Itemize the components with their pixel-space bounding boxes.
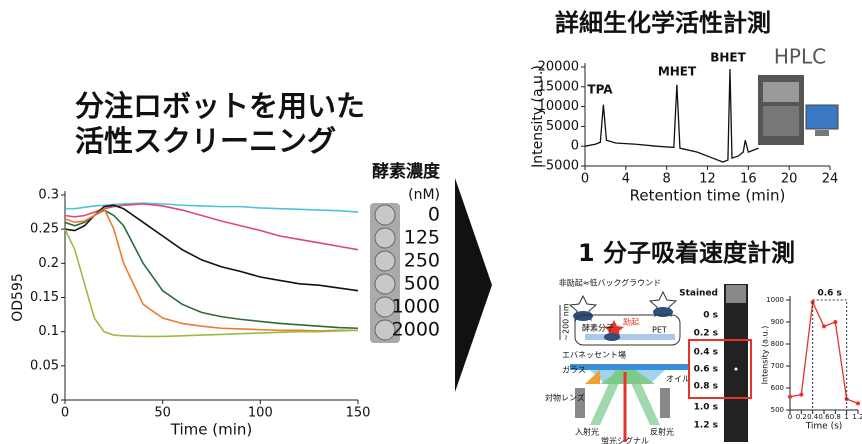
legend-label: 1000 — [392, 296, 440, 318]
x-tick-label: 50 — [154, 406, 171, 421]
hplc-icon — [758, 75, 838, 145]
heading: 活性スクリーニング — [75, 124, 336, 158]
line — [65, 229, 358, 336]
frame-label: 0.4 s — [694, 348, 718, 358]
legend-title: 酵素濃度 — [372, 161, 441, 182]
y-axis-label: Intensity (a.u.) — [760, 326, 769, 385]
y-tick-label: 900 — [771, 318, 784, 326]
diagram-label: ~200 nm — [562, 303, 571, 341]
y-tick-label: 0.05 — [30, 358, 59, 373]
x-tick-label: 24 — [822, 172, 839, 187]
y-tick-label: 1000 — [766, 296, 784, 304]
diagram-label: 酵素分子 — [582, 323, 614, 333]
x-axis-label: Time (min) — [170, 420, 252, 438]
x-tick-label: 0 — [581, 172, 589, 187]
annotation: TPA — [587, 83, 613, 97]
diagram-label: 対物レンズ — [545, 393, 585, 403]
x-tick-label: 16 — [740, 172, 757, 187]
diagram-label: 非励起≈低バックグラウンド — [559, 278, 661, 288]
y-tick-label: -5000 — [541, 159, 579, 174]
y-tick-label: 0 — [51, 393, 59, 408]
frame-label: 0 s — [703, 311, 718, 321]
y-tick-label: 500 — [771, 406, 784, 414]
annotation: HPLC — [774, 45, 826, 69]
spot — [735, 368, 738, 371]
well — [375, 274, 395, 294]
x-tick-label: 150 — [346, 406, 371, 421]
diagram-label: 入射光 — [575, 427, 599, 437]
annotation: BHET — [710, 51, 746, 65]
line — [65, 210, 358, 328]
well — [375, 205, 395, 225]
y-tick-label: 0.25 — [30, 222, 59, 237]
legend-unit: (nM) — [408, 187, 440, 203]
frame-label: 0.2 s — [694, 329, 718, 339]
y-axis-label: Intensity (a.u.) — [530, 65, 546, 168]
line — [65, 204, 358, 250]
marker — [856, 401, 860, 405]
y-tick-label: 0.15 — [30, 290, 59, 305]
y-tick-label: 0.1 — [38, 324, 59, 339]
frame-label: 0.8 s — [694, 382, 718, 392]
highlight-window — [813, 300, 847, 410]
x-tick-label: 0.8 — [830, 413, 841, 421]
y-axis-label: OD595 — [10, 273, 26, 322]
figure: 分注ロボットを用いた 活性スクリーニング 詳細生化学活性計測 1 分子吸着速度計… — [0, 0, 862, 444]
x-axis-label: Time (s) — [805, 422, 843, 432]
x-tick-label: 0 — [788, 413, 792, 421]
annotation: MHET — [658, 65, 697, 79]
stained-frame — [726, 285, 746, 303]
frame-label: 1.2 s — [694, 421, 718, 431]
legend-label: 0 — [428, 204, 440, 226]
frame-label: 0.6 s — [694, 365, 718, 375]
legend-label: 250 — [404, 250, 440, 272]
line — [790, 302, 858, 403]
marker — [822, 324, 826, 328]
x-tick-label: 20 — [781, 172, 798, 187]
arrow — [455, 178, 492, 392]
x-tick-label: 0.4 — [807, 413, 819, 421]
y-tick-label: 700 — [771, 362, 784, 370]
y-tick-label: 0 — [571, 139, 579, 154]
x-tick-label: 4 — [622, 172, 630, 187]
x-tick-label: 100 — [248, 406, 273, 421]
x-tick-label: 12 — [699, 172, 716, 187]
diagram-label: 反射光 — [650, 427, 674, 437]
x-tick-label: 0.6 — [818, 413, 830, 421]
legend-label: 500 — [404, 273, 440, 295]
marker — [788, 395, 792, 399]
annotation: 0.6 s — [817, 289, 841, 299]
y-tick-label: 0.2 — [38, 256, 59, 271]
diagram-label: 励起 — [623, 318, 639, 327]
heading: 1 分子吸着速度計測 — [578, 239, 795, 267]
y-tick-label: 800 — [771, 340, 784, 348]
x-tick-label: 1.2 — [852, 413, 862, 421]
marker — [799, 393, 803, 397]
y-tick-label: 600 — [771, 384, 784, 392]
x-tick-label: 8 — [663, 172, 671, 187]
frame-strip — [724, 284, 748, 442]
well — [375, 251, 395, 271]
heading: 詳細生化学活性計測 — [555, 9, 771, 37]
legend-label: 2000 — [392, 319, 440, 341]
marker — [833, 320, 837, 324]
frame-label: Stained — [679, 289, 718, 299]
y-tick-label: 0.3 — [38, 188, 59, 203]
x-axis-label: Retention time (min) — [630, 186, 786, 204]
diagram-label: エバネッセント場 — [562, 350, 626, 360]
x-tick-label: 0.2 — [796, 413, 807, 421]
x-tick-label: 1 — [844, 413, 848, 421]
heading: 分注ロボットを用いた — [75, 89, 365, 123]
frame-label: 1.0 s — [694, 403, 718, 413]
diagram-label: PET — [652, 326, 667, 335]
x-tick-label: 0 — [61, 406, 69, 421]
legend-label: 125 — [404, 227, 440, 249]
diagram-label: オイル — [666, 375, 690, 384]
line — [65, 209, 358, 331]
diagram-label: ガラス — [562, 365, 586, 375]
diagram-label: 蛍光シグナル — [601, 436, 649, 444]
y-tick-label: 5000 — [546, 119, 579, 134]
well — [375, 228, 395, 248]
